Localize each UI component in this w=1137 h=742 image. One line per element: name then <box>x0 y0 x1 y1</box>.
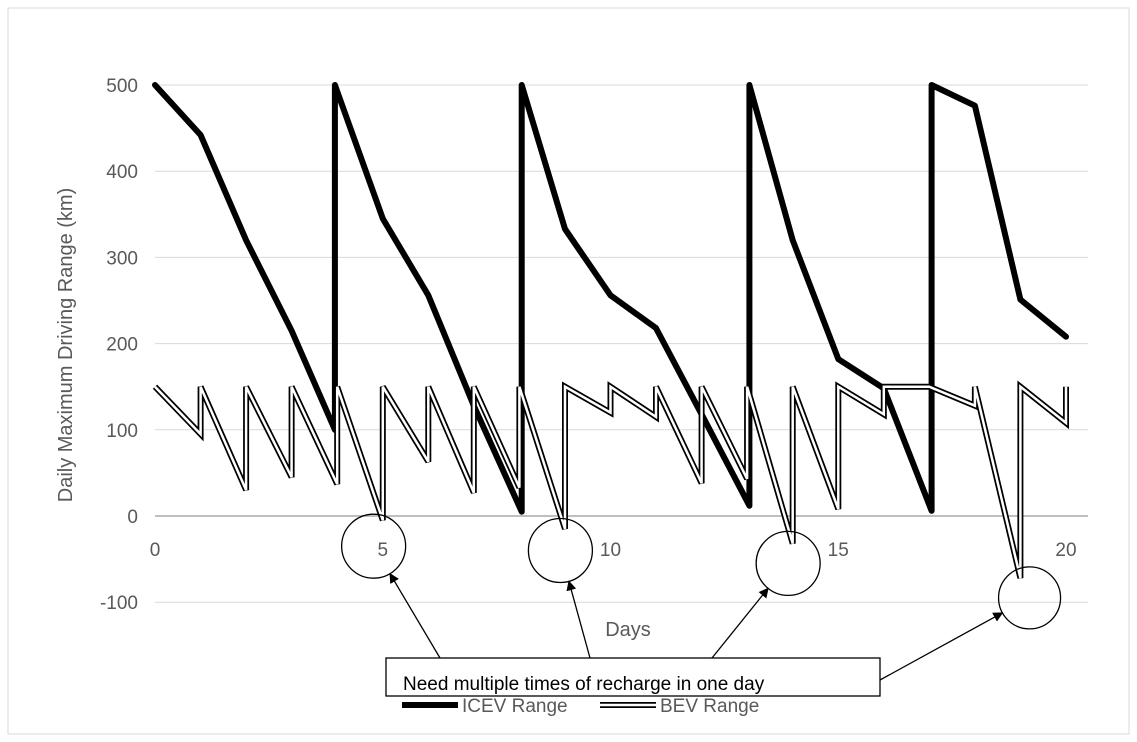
series-bev <box>152 380 1069 579</box>
annotation: Need multiple times of recharge in one d… <box>340 513 1062 697</box>
x-tick-labels: 0 5 10 15 20 <box>150 540 1077 561</box>
y-tick-label: -100 <box>100 593 138 614</box>
annotation-arrow <box>389 572 441 659</box>
chart-border <box>7 7 1130 735</box>
x-tick-label: 20 <box>1055 540 1076 561</box>
y-tick-label: 400 <box>106 162 138 183</box>
x-tick-label: 5 <box>377 540 388 561</box>
annotation-circle <box>997 566 1062 630</box>
annotation-box <box>385 657 881 697</box>
legend-label-bev: BEV Range <box>660 696 759 717</box>
y-axis-label: Daily Maximum Driving Range (km) <box>55 188 77 503</box>
annotation-arrow <box>566 580 591 659</box>
bev-range-line-inner <box>154 384 1068 579</box>
x-tick-label: 15 <box>828 540 849 561</box>
annotation-circle <box>755 530 821 597</box>
y-tick-label: 0 <box>127 507 138 528</box>
annotation-arrow <box>711 587 769 659</box>
annotation-arrow <box>879 612 1004 681</box>
x-tick-label: 0 <box>150 540 161 561</box>
x-axis-label: Days <box>605 619 651 641</box>
annotation-text: Need multiple times of recharge in one d… <box>403 674 765 695</box>
annotation-circle <box>340 513 407 579</box>
y-tick-label: 100 <box>106 421 138 442</box>
annotation-circle <box>527 517 594 584</box>
x-tick-label: 10 <box>600 540 621 561</box>
y-tick-label: 200 <box>106 335 138 356</box>
y-tick-label: 500 <box>106 76 138 97</box>
y-tick-label: 300 <box>106 248 138 269</box>
legend: ICEV Range BEV Range <box>402 696 759 717</box>
y-tick-labels: -100 0 100 200 300 400 500 <box>100 76 138 614</box>
legend-label-icev: ICEV Range <box>462 696 568 717</box>
